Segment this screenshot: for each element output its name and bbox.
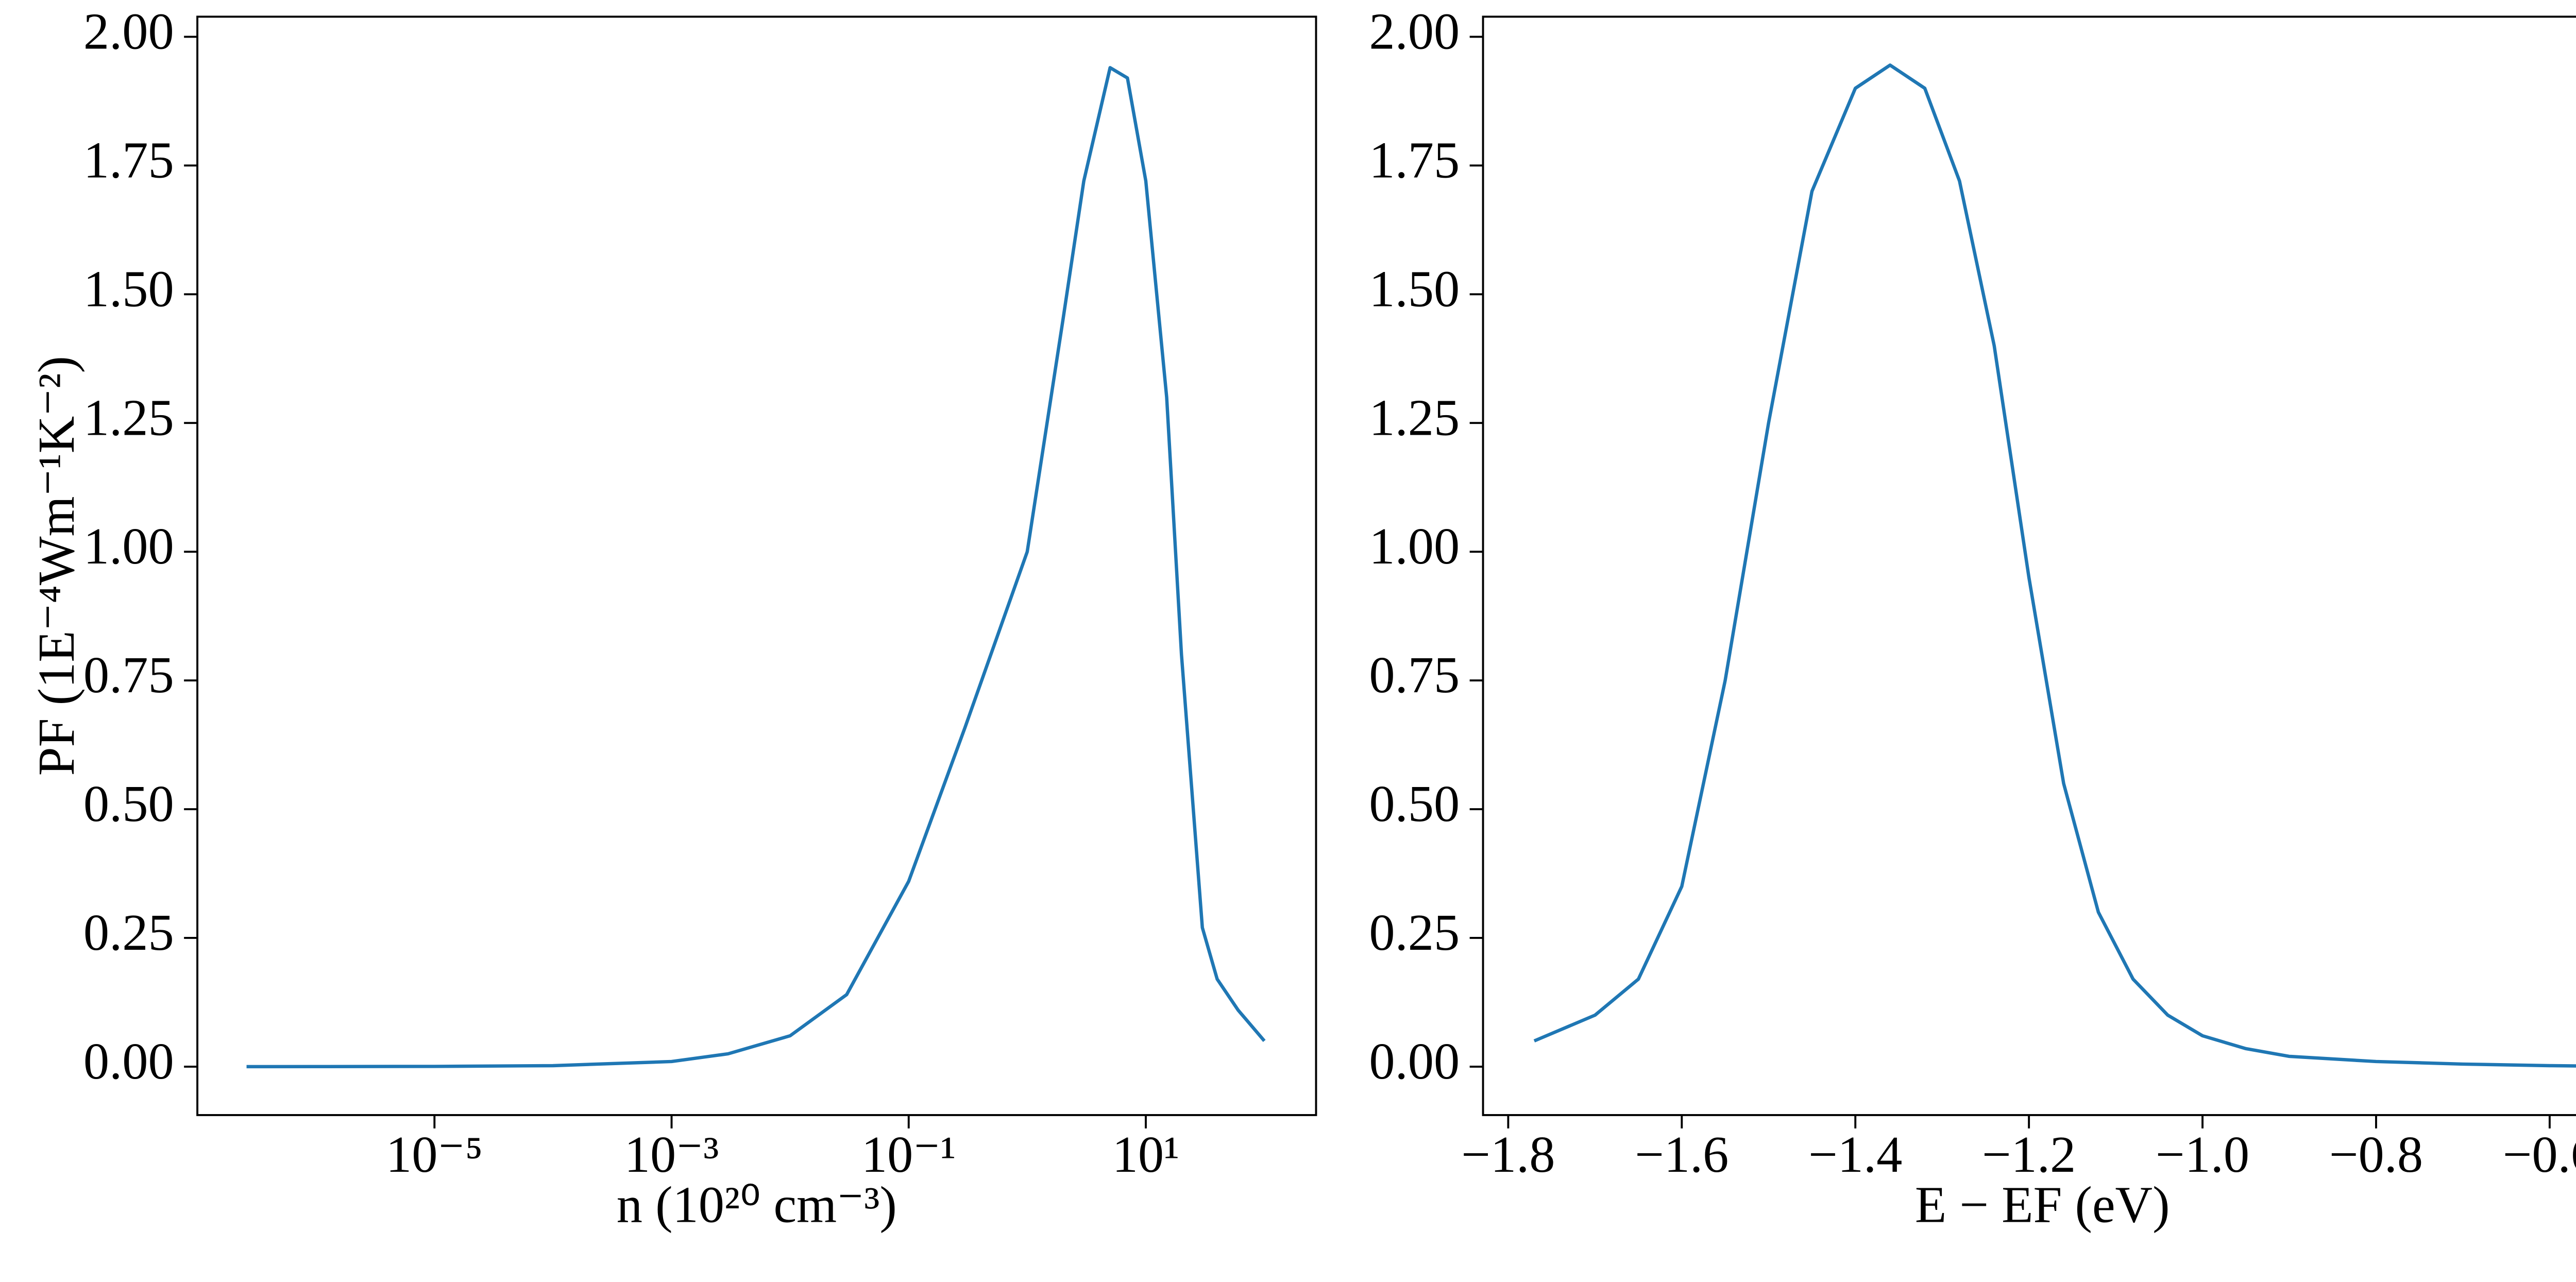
data-line	[1533, 63, 2576, 1068]
x-tick-label: 10⁻¹	[861, 1125, 956, 1183]
x-tick-label: −1.6	[1635, 1125, 1728, 1183]
y-tick-label: 1.25	[83, 388, 174, 446]
y-tick-label: 0.75	[83, 646, 174, 704]
x-axis-label: E − EF (eV)	[1915, 1175, 2170, 1233]
x-tick-label: −0.6	[2503, 1125, 2576, 1183]
x-tick-label: −1.2	[1982, 1125, 2076, 1183]
y-tick-label: 0.50	[83, 775, 174, 832]
x-tick-label: 10¹	[1112, 1125, 1180, 1183]
y-tick-label: 1.00	[83, 517, 174, 575]
x-tick-label: −1.4	[1808, 1125, 1902, 1183]
y-tick-label: 0.00	[83, 1032, 174, 1090]
y-tick-label: 1.75	[83, 131, 174, 189]
y-tick-label: 2.00	[83, 2, 174, 60]
y-tick-label: 0.00	[1369, 1032, 1460, 1090]
y-tick-label: 1.00	[1369, 517, 1460, 575]
y-axis-label: PF (1E⁻⁴Wm⁻¹K⁻²)	[27, 356, 85, 776]
y-tick-label: 2.00	[1369, 2, 1460, 60]
x-axis-label: n (10²⁰ cm⁻³)	[617, 1175, 897, 1233]
y-tick-label: 0.75	[1369, 646, 1460, 704]
plot-frame	[1482, 15, 2576, 1116]
plot-frame	[196, 15, 1317, 1116]
y-tick-label: 1.25	[1369, 388, 1460, 446]
y-tick-label: 0.25	[83, 903, 174, 961]
y-tick-label: 0.25	[1369, 903, 1460, 961]
y-tick-label: 0.50	[1369, 775, 1460, 832]
x-tick-label: 10⁻⁵	[386, 1125, 483, 1183]
y-tick-label: 1.50	[1369, 260, 1460, 317]
y-tick-label: 1.50	[83, 260, 174, 317]
x-tick-label: 10⁻³	[624, 1125, 719, 1183]
x-tick-label: −1.0	[2156, 1125, 2249, 1183]
data-line	[246, 66, 1266, 1069]
x-tick-label: −1.8	[1461, 1125, 1555, 1183]
x-tick-label: −0.8	[2329, 1125, 2423, 1183]
y-tick-label: 1.75	[1369, 131, 1460, 189]
